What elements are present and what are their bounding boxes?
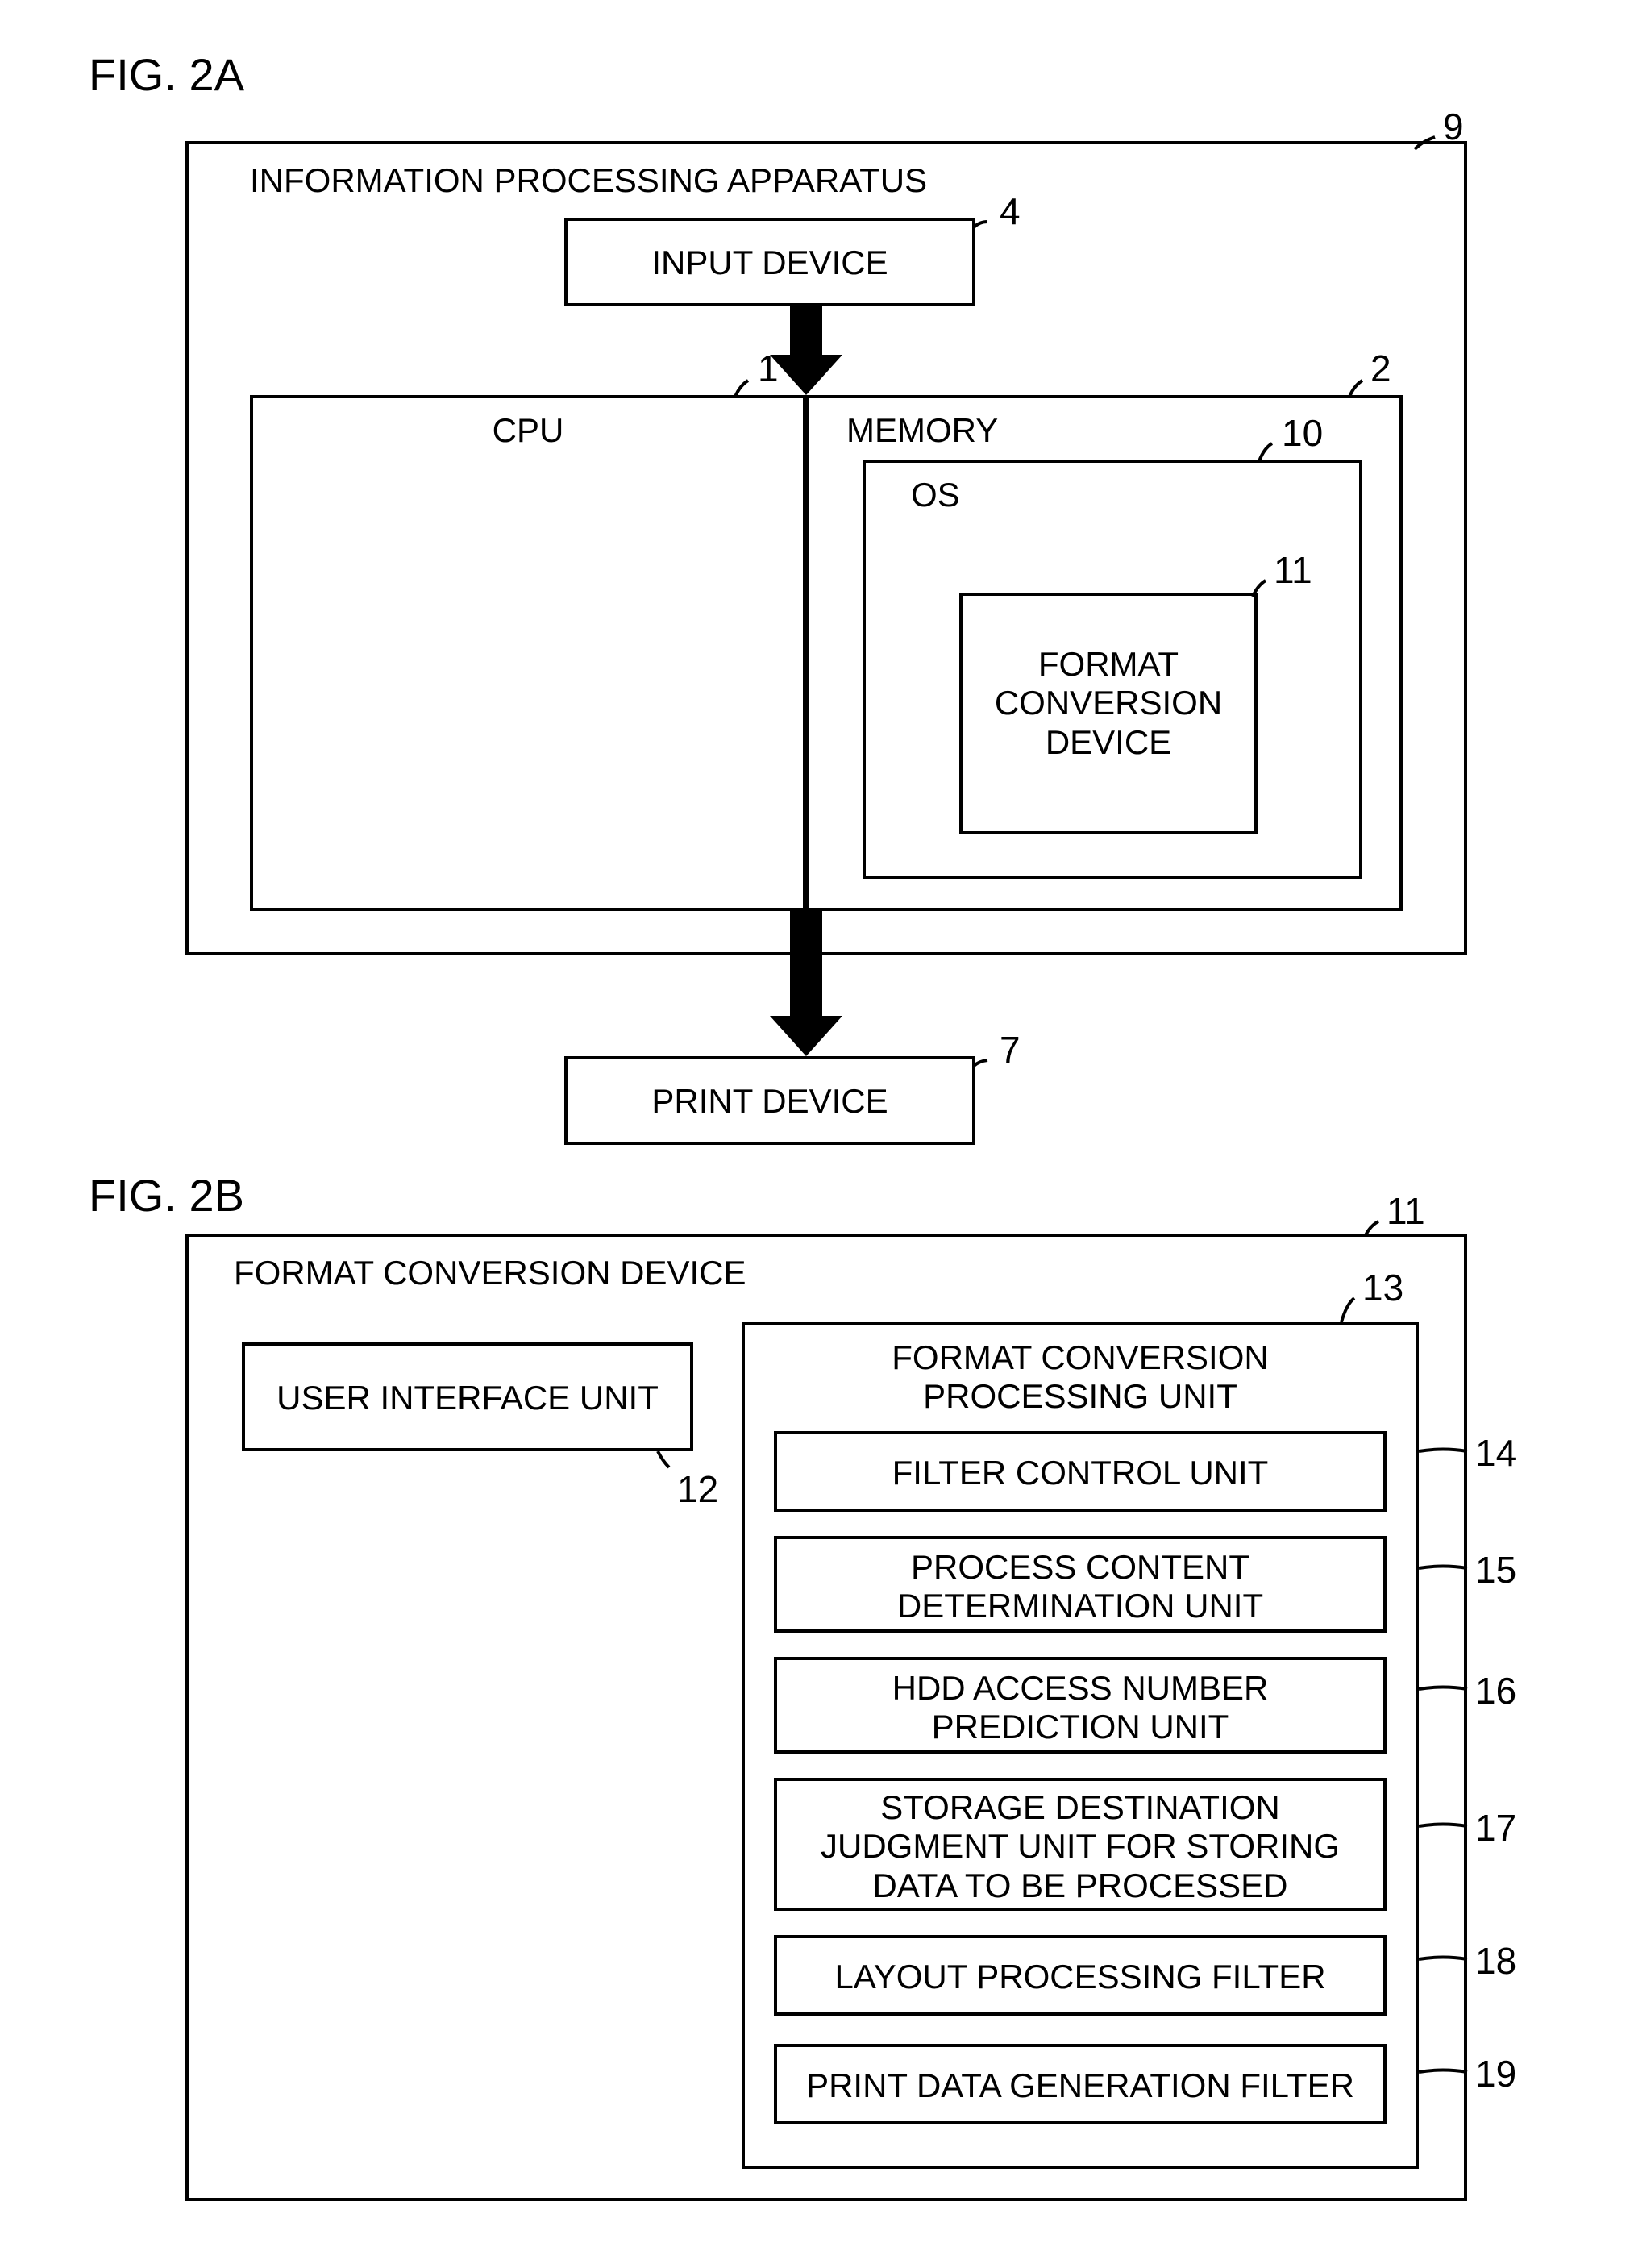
input-device-ref: 4 — [1000, 189, 1021, 233]
page: FIG. 2A INFORMATION PROCESSING APPARATUS… — [0, 0, 1634, 2268]
filter-16-ref: 16 — [1475, 1669, 1516, 1712]
filter-14-title: FILTER CONTROL UNIT — [774, 1454, 1387, 1492]
filter-15-title: PROCESS CONTENT DETERMINATION UNIT — [774, 1548, 1387, 1626]
filter-17-title: STORAGE DESTINATION JUDGMENT UNIT FOR ST… — [774, 1788, 1387, 1905]
filter-18-title: LAYOUT PROCESSING FILTER — [774, 1958, 1387, 1996]
fig-2a-label: FIG. 2A — [89, 48, 244, 101]
cpu-title: CPU — [250, 411, 806, 450]
filter-19-title: PRINT DATA GENERATION FILTER — [774, 2066, 1387, 2105]
leader-7 — [974, 1060, 987, 1066]
filter-15-ref: 15 — [1475, 1548, 1516, 1592]
print-device-title: PRINT DEVICE — [564, 1082, 975, 1121]
input-device-title: INPUT DEVICE — [564, 243, 975, 282]
fcd-outer-title: FORMAT CONVERSION DEVICE — [234, 1254, 746, 1292]
memory-title: MEMORY — [846, 411, 998, 450]
filter-19-ref: 19 — [1475, 2052, 1516, 2095]
fcd-title-a: FORMAT CONVERSION DEVICE — [959, 645, 1258, 762]
fcd-outer-ref: 11 — [1387, 1189, 1425, 1233]
proc-unit-title: FORMAT CONVERSION PROCESSING UNIT — [742, 1338, 1419, 1417]
print-device-ref: 7 — [1000, 1028, 1021, 1072]
cpu-box — [250, 395, 806, 911]
filter-17-ref: 17 — [1475, 1806, 1516, 1850]
os-title: OS — [911, 476, 960, 514]
ui-unit-ref: 12 — [677, 1467, 718, 1511]
filter-18-ref: 18 — [1475, 1939, 1516, 1983]
memory-ref: 2 — [1370, 347, 1391, 390]
filter-16-title: HDD ACCESS NUMBER PREDICTION UNIT — [774, 1669, 1387, 1747]
os-ref: 10 — [1282, 411, 1323, 455]
filter-14-ref: 14 — [1475, 1431, 1516, 1475]
fig-2b-label: FIG. 2B — [89, 1169, 244, 1221]
cpu-ref: 1 — [758, 347, 779, 390]
apparatus-title: INFORMATION PROCESSING APPARATUS — [250, 161, 927, 200]
proc-unit-ref: 13 — [1362, 1266, 1403, 1309]
apparatus-ref: 9 — [1443, 105, 1464, 148]
ui-unit-title: USER INTERFACE UNIT — [242, 1379, 693, 1417]
fcd-ref-a: 11 — [1274, 548, 1312, 592]
